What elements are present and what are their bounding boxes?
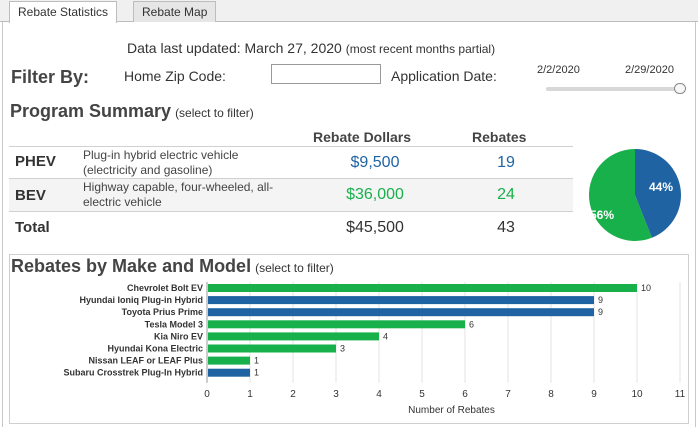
data-updated-line: Data last updated: March 27, 2020 (most … [127, 40, 495, 56]
row-dollars: $36,000 [346, 186, 404, 203]
row-dollars: $45,500 [346, 219, 404, 236]
date-range-slider[interactable] [546, 87, 684, 91]
bar[interactable] [208, 332, 379, 341]
tab-rebate-map[interactable]: Rebate Map [133, 1, 217, 22]
date-slider-handle[interactable] [674, 83, 686, 94]
x-tick-label: 11 [675, 389, 686, 400]
x-tick-label: 5 [419, 389, 425, 400]
bar-value-label: 4 [383, 331, 388, 341]
bar-category-label: Hyundai Kona Electric [107, 344, 203, 354]
filter-by-heading: Filter By: [11, 67, 90, 87]
row-rebates: 19 [497, 154, 515, 171]
bar[interactable] [208, 356, 250, 365]
bar-category-label: Hyundai Ioniq Plug-in Hybrid [80, 295, 204, 305]
chart-title: Rebates by Make and Model [11, 256, 252, 276]
bar-value-label: 1 [254, 356, 259, 366]
bar[interactable] [208, 320, 465, 329]
pie-slice-bev[interactable] [589, 149, 652, 241]
x-tick-label: 1 [247, 389, 253, 400]
bar[interactable] [208, 296, 594, 305]
row-divider [9, 178, 573, 179]
tab-bar: Rebate Statistics Rebate Map [0, 0, 698, 23]
col-header-rebate-dollars: Rebate Dollars [313, 129, 412, 145]
bar-value-label: 9 [598, 295, 603, 305]
program-summary-title: Program Summary (select to filter) [10, 101, 254, 122]
row-dollars: $9,500 [350, 154, 400, 171]
date-label: Application Date: [391, 68, 497, 84]
row-name: PHEV [15, 153, 56, 170]
bar-category-label: Subaru Crosstrek Plug-In Hybrid [63, 368, 203, 378]
bar-category-label: Chevrolet Bolt EV [127, 283, 203, 293]
tab-rebate-statistics[interactable]: Rebate Statistics [9, 1, 118, 23]
pie-label-phev: 44% [649, 180, 674, 194]
bar[interactable] [208, 368, 250, 377]
bar[interactable] [208, 344, 336, 353]
x-tick-label: 9 [591, 389, 597, 400]
row-name: BEV [15, 187, 46, 204]
updated-note: (most recent months partial) [345, 42, 496, 56]
bar-value-label: 6 [469, 319, 474, 329]
pie-slice-phev[interactable] [635, 149, 681, 238]
program-summary-heading: Program Summary [10, 101, 172, 121]
program-summary-subtitle: (select to filter) [175, 106, 254, 120]
row-rebates: 43 [497, 219, 515, 236]
bar-value-label: 9 [598, 307, 603, 317]
bar-category-label: Nissan LEAF or LEAF Plus [88, 356, 203, 366]
x-tick-label: 7 [505, 389, 511, 400]
bar-value-label: 3 [340, 344, 345, 354]
x-tick-label: 0 [204, 389, 210, 400]
date-end: 2/29/2020 [625, 64, 674, 76]
updated-text: Data last updated: March 27, 2020 [127, 40, 342, 56]
bar-category-label: Tesla Model 3 [145, 319, 203, 329]
row-rebates: 24 [497, 186, 515, 203]
row-divider [9, 211, 573, 212]
x-tick-label: 2 [290, 389, 296, 400]
zip-label: Home Zip Code: [124, 68, 226, 84]
row-description: Plug-in hybrid electric vehicle (electri… [83, 148, 239, 177]
x-tick-label: 3 [333, 389, 339, 400]
x-tick-label: 4 [376, 389, 382, 400]
x-tick-label: 6 [462, 389, 468, 400]
chart-subtitle: (select to filter) [255, 261, 334, 275]
bar-category-label: Toyota Prius Prime [122, 307, 203, 317]
x-tick-label: 8 [548, 389, 554, 400]
dashboard-frame [2, 22, 696, 427]
header-divider [9, 146, 573, 147]
row-name: Total [15, 219, 50, 236]
rebate-share-pie[interactable]: 44% 56% [588, 148, 682, 242]
bar-value-label: 1 [254, 368, 259, 378]
pie-svg [589, 149, 681, 241]
bar-category-label: Kia Niro EV [154, 331, 203, 341]
zip-code-input[interactable] [271, 64, 381, 84]
pie-label-bev: 56% [590, 208, 615, 222]
col-header-rebates: Rebates [472, 129, 527, 145]
row-highlight [9, 179, 573, 211]
bar[interactable] [208, 284, 637, 292]
bar[interactable] [208, 308, 594, 317]
chart-title-block: Rebates by Make and Model (select to filt… [11, 256, 334, 277]
date-start: 2/2/2020 [537, 64, 580, 76]
bar-value-label: 10 [641, 283, 651, 293]
x-axis-label: Number of Rebates [408, 405, 495, 416]
row-description: Highway capable, four-wheeled, all-elect… [83, 180, 274, 209]
x-tick-label: 10 [631, 389, 643, 400]
